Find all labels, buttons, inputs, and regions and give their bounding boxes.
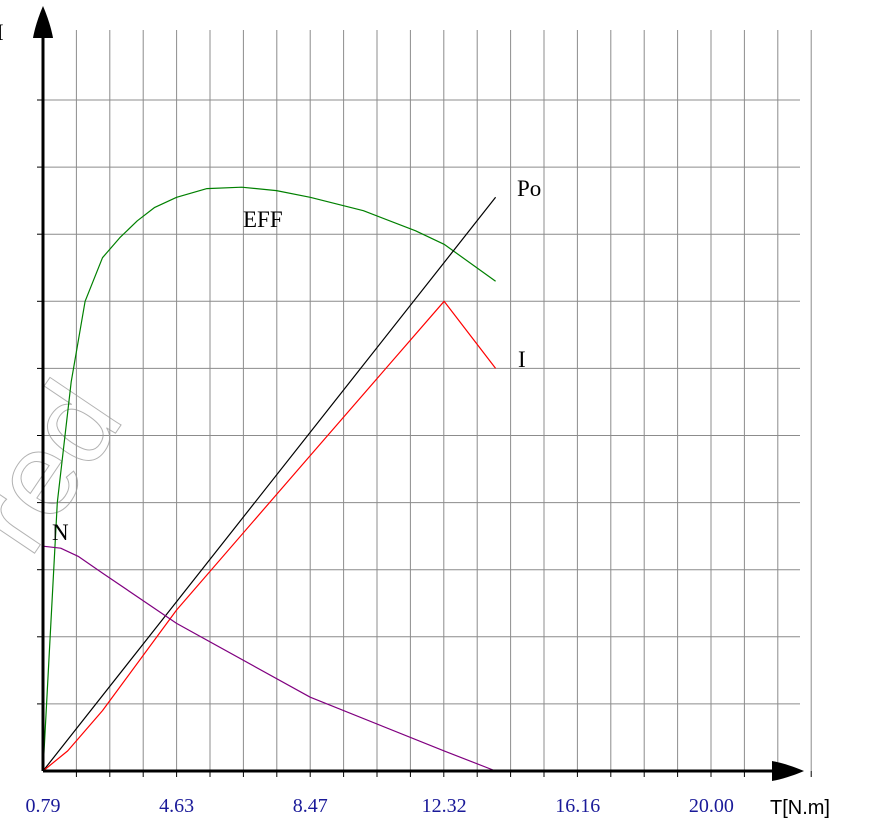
series-line-i [42,300,497,772]
tick-labels: 0.79 4.63 8.47 12.32 16.16 20.00 T[N.m] I [0,20,830,819]
series-labels: EFF Po I N [52,176,541,545]
x-tick-label: 4.63 [159,795,194,817]
x-axis-title: T[N.m] [770,797,830,819]
x-axis-arrowhead [772,761,804,781]
series-label-po: Po [517,176,541,201]
series-line-eff [42,186,496,772]
y-axis-title: I [0,20,4,45]
watermark: red [0,359,147,575]
x-tick-label: 16.16 [555,795,600,817]
x-tick-label: 20.00 [689,795,734,817]
series-label-i: I [518,347,526,372]
x-tick-label: 0.79 [26,795,61,817]
y-axis-arrowhead [33,6,53,38]
series-label-n: N [52,520,69,545]
series-label-eff: EFF [243,207,283,232]
grid-lines [43,30,812,771]
series-line-n [42,545,496,772]
x-tick-label: 8.47 [293,795,328,817]
series-line-po [42,196,497,772]
axes [33,6,812,781]
series-lines [42,186,497,772]
x-tick-label: 12.32 [422,795,467,817]
watermark-text: red [0,359,147,574]
